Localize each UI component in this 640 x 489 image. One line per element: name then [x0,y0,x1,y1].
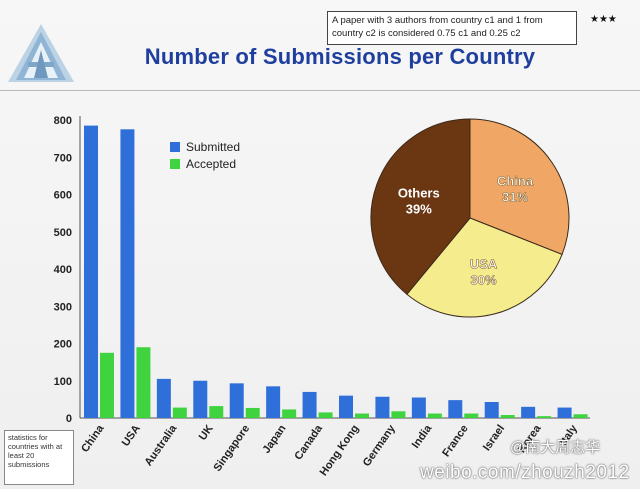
bar-accepted [282,409,297,418]
header-divider [0,90,640,91]
bar-submitted [193,380,208,418]
bar-accepted [427,413,442,418]
y-tick-label: 600 [54,190,72,202]
rating-stars: ★★★ [590,14,617,25]
bar-submitted [484,401,499,418]
y-tick-label: 100 [54,376,72,388]
x-tick-label: Canada [292,422,325,462]
y-tick-label: 800 [54,115,72,127]
legend-swatch [170,159,180,169]
pie-slice [469,118,570,256]
y-tick-label: 200 [54,339,72,351]
legend-label: Accepted [186,157,236,171]
watermark-handle: @南大周志华 [510,439,601,456]
logo-icon [8,24,74,82]
x-tick-label: India [410,422,435,451]
pie-value-label: 30% [471,273,497,288]
y-tick-label: 300 [54,301,72,313]
x-tick-label: Germany [361,422,399,469]
y-tick-label: 500 [54,227,72,239]
bar-accepted [172,407,187,418]
bar-accepted [500,415,515,418]
pie-slice [370,118,471,295]
x-tick-label: Japan [261,423,289,456]
bar-submitted [302,391,317,418]
bar-accepted [537,416,552,418]
footnote: statistics for countries with at least 2… [4,430,74,485]
x-tick-label: Australia [142,422,179,468]
bar-submitted [557,407,572,418]
y-tick-label: 0 [66,413,72,425]
y-tick-label: 400 [54,264,72,276]
x-tick-label: USA [120,423,143,449]
bar-submitted [266,386,281,418]
x-tick-label: China [79,422,107,455]
bar-submitted [411,397,426,418]
bar-submitted [521,406,536,418]
y-tick-label: 700 [54,152,72,164]
x-tick-label: UK [197,423,216,443]
pie-slice [406,217,563,318]
x-tick-label: Singapore [211,423,252,474]
bar-submitted [339,395,353,418]
legend-label: Submitted [186,140,240,154]
pie-value-label: 31% [502,189,528,204]
bar-submitted [156,378,171,418]
bar-accepted [391,411,406,418]
pie-label: USA [470,257,498,272]
x-tick-label: Israel [481,423,507,453]
page-title: Number of Submissions per Country [144,44,536,69]
bar-accepted [464,413,479,418]
bar-submitted [375,396,390,418]
bar-accepted [136,347,151,418]
x-tick-label: Hong Kong [318,423,362,478]
bar-accepted [245,407,260,418]
bar-submitted [120,129,135,418]
pie-value-label: 39% [406,202,432,217]
bar-accepted [318,412,333,418]
bar-accepted [209,406,224,418]
x-tick-label: France [440,423,471,459]
bar-accepted [573,414,588,418]
pie-label: China [497,173,534,188]
bar-accepted [355,413,369,418]
watermark-url: weibo.com/zhouzh2012 [420,462,630,483]
bar-submitted [448,400,463,418]
legend-swatch [170,142,180,152]
pie-label: Others [398,186,440,201]
methodology-note: A paper with 3 authors from country c1 a… [327,11,577,45]
bar-submitted [229,383,244,418]
bar-submitted [84,125,98,419]
bar-accepted [100,352,114,418]
